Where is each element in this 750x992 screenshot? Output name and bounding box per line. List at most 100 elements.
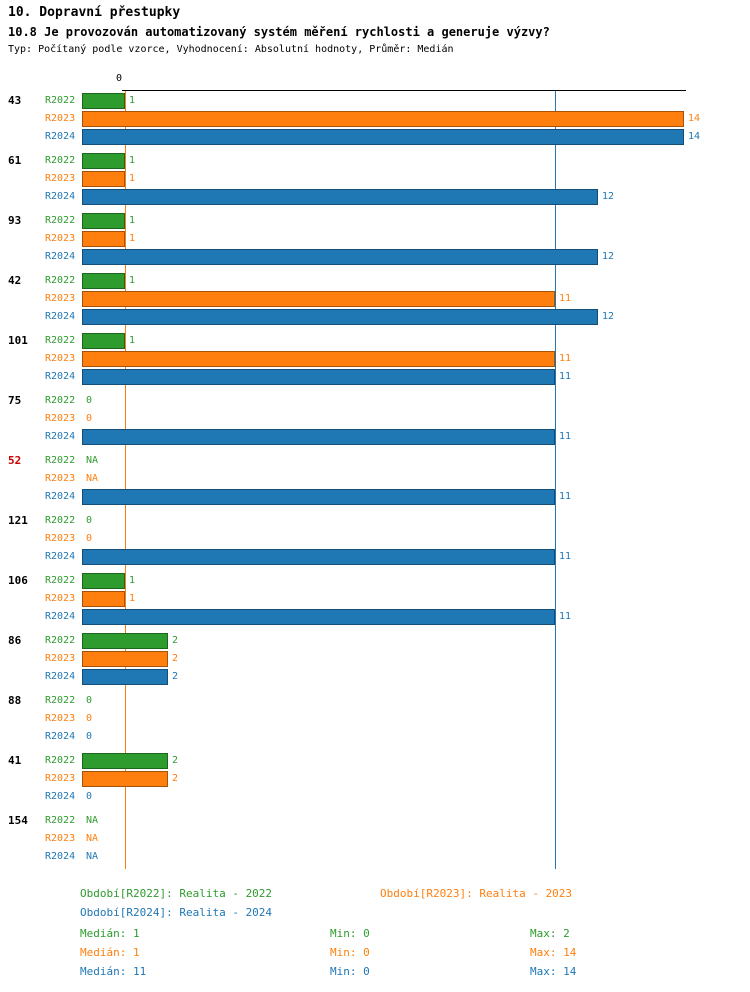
bar-R2024-121 bbox=[82, 549, 555, 565]
bar-R2023-42 bbox=[82, 291, 555, 307]
value-label-R2022-61: 1 bbox=[129, 155, 136, 166]
series-label-R2022-121: R2022 bbox=[45, 515, 76, 526]
stat-median-r2022: Medián: 1 bbox=[80, 927, 140, 940]
series-label-R2022-61: R2022 bbox=[45, 155, 76, 166]
bar-R2023-93 bbox=[82, 231, 125, 247]
value-label-R2022-86: 2 bbox=[172, 635, 179, 646]
group-id-154: 154 bbox=[8, 814, 28, 827]
value-label-R2023-61: 1 bbox=[129, 173, 136, 184]
stat-median-r2024: Medián: 11 bbox=[80, 965, 147, 978]
value-label-R2022-52: NA bbox=[86, 455, 99, 466]
series-label-R2024-101: R2024 bbox=[45, 371, 76, 382]
group-id-86: 86 bbox=[8, 634, 22, 647]
stat-max-r2024: Max: 14 bbox=[530, 965, 577, 978]
series-label-R2022-106: R2022 bbox=[45, 575, 76, 586]
series-label-R2023-101: R2023 bbox=[45, 353, 76, 364]
series-label-R2023-43: R2023 bbox=[45, 113, 76, 124]
group-id-106: 106 bbox=[8, 574, 28, 587]
value-label-R2022-101: 1 bbox=[129, 335, 136, 346]
value-label-R2022-41: 2 bbox=[172, 755, 179, 766]
value-label-R2023-43: 14 bbox=[688, 113, 701, 124]
series-label-R2024-75: R2024 bbox=[45, 431, 76, 442]
legend-entry-r2022: Období[R2022]: Realita - 2022 bbox=[80, 887, 273, 900]
value-label-R2023-42: 11 bbox=[559, 293, 572, 304]
value-label-R2024-121: 11 bbox=[559, 551, 572, 562]
series-label-R2024-52: R2024 bbox=[45, 491, 76, 502]
series-label-R2022-75: R2022 bbox=[45, 395, 76, 406]
value-label-R2023-106: 1 bbox=[129, 593, 136, 604]
series-label-R2022-101: R2022 bbox=[45, 335, 76, 346]
value-label-R2024-101: 11 bbox=[559, 371, 572, 382]
bar-R2022-61 bbox=[82, 153, 125, 169]
bar-R2024-106 bbox=[82, 609, 555, 625]
series-label-R2024-61: R2024 bbox=[45, 191, 76, 202]
value-label-R2024-106: 11 bbox=[559, 611, 572, 622]
series-label-R2022-52: R2022 bbox=[45, 455, 76, 466]
value-label-R2023-75: 0 bbox=[86, 413, 93, 424]
series-label-R2024-41: R2024 bbox=[45, 791, 76, 802]
series-label-R2023-75: R2023 bbox=[45, 413, 76, 424]
value-label-R2024-52: 11 bbox=[559, 491, 572, 502]
legend-entry-r2023: Období[R2023]: Realita - 2023 bbox=[380, 887, 573, 900]
group-id-75: 75 bbox=[8, 394, 22, 407]
group-id-43: 43 bbox=[8, 94, 22, 107]
bar-R2022-43 bbox=[82, 93, 125, 109]
group-id-52: 52 bbox=[8, 454, 22, 467]
series-label-R2024-86: R2024 bbox=[45, 671, 76, 682]
series-label-R2023-86: R2023 bbox=[45, 653, 76, 664]
value-label-R2023-121: 0 bbox=[86, 533, 93, 544]
group-id-42: 42 bbox=[8, 274, 22, 287]
bar-R2024-52 bbox=[82, 489, 555, 505]
bar-R2022-101 bbox=[82, 333, 125, 349]
bar-R2023-61 bbox=[82, 171, 125, 187]
x-axis-origin-label: 0 bbox=[116, 73, 123, 84]
series-label-R2024-121: R2024 bbox=[45, 551, 76, 562]
value-label-R2023-88: 0 bbox=[86, 713, 93, 724]
legend-entry-r2024: Období[R2024]: Realita - 2024 bbox=[80, 906, 273, 919]
group-id-41: 41 bbox=[8, 754, 22, 767]
series-label-R2024-106: R2024 bbox=[45, 611, 76, 622]
page-title: 10. Dopravní přestupky bbox=[8, 5, 181, 20]
bar-R2022-42 bbox=[82, 273, 125, 289]
value-label-R2024-42: 12 bbox=[602, 311, 615, 322]
group-id-121: 121 bbox=[8, 514, 28, 527]
series-label-R2022-93: R2022 bbox=[45, 215, 76, 226]
series-label-R2022-43: R2022 bbox=[45, 95, 76, 106]
group-id-61: 61 bbox=[8, 154, 22, 167]
series-label-R2022-41: R2022 bbox=[45, 755, 76, 766]
series-label-R2023-42: R2023 bbox=[45, 293, 76, 304]
series-label-R2023-106: R2023 bbox=[45, 593, 76, 604]
value-label-R2024-154: NA bbox=[86, 851, 99, 862]
stat-max-r2022: Max: 2 bbox=[530, 927, 570, 940]
bar-R2024-61 bbox=[82, 189, 598, 205]
series-label-R2023-52: R2023 bbox=[45, 473, 76, 484]
value-label-R2024-86: 2 bbox=[172, 671, 179, 682]
value-label-R2022-75: 0 bbox=[86, 395, 93, 406]
series-label-R2024-43: R2024 bbox=[45, 131, 76, 142]
value-label-R2022-93: 1 bbox=[129, 215, 136, 226]
group-id-101: 101 bbox=[8, 334, 28, 347]
series-label-R2023-61: R2023 bbox=[45, 173, 76, 184]
bar-R2023-41 bbox=[82, 771, 168, 787]
median-line-R2024 bbox=[555, 90, 556, 869]
value-label-R2024-75: 11 bbox=[559, 431, 572, 442]
value-label-R2023-93: 1 bbox=[129, 233, 136, 244]
bar-R2023-106 bbox=[82, 591, 125, 607]
chart-meta-line: Typ: Počítaný podle vzorce, Vyhodnocení:… bbox=[8, 44, 454, 55]
bar-R2023-86 bbox=[82, 651, 168, 667]
median-line-R2023 bbox=[125, 90, 126, 869]
bar-R2022-86 bbox=[82, 633, 168, 649]
bar-R2023-43 bbox=[82, 111, 684, 127]
series-label-R2022-154: R2022 bbox=[45, 815, 76, 826]
value-label-R2024-61: 12 bbox=[602, 191, 615, 202]
value-label-R2022-121: 0 bbox=[86, 515, 93, 526]
bar-R2024-93 bbox=[82, 249, 598, 265]
series-label-R2024-88: R2024 bbox=[45, 731, 76, 742]
series-label-R2022-42: R2022 bbox=[45, 275, 76, 286]
value-label-R2022-43: 1 bbox=[129, 95, 136, 106]
series-label-R2023-121: R2023 bbox=[45, 533, 76, 544]
series-label-R2024-93: R2024 bbox=[45, 251, 76, 262]
stat-max-r2023: Max: 14 bbox=[530, 946, 577, 959]
